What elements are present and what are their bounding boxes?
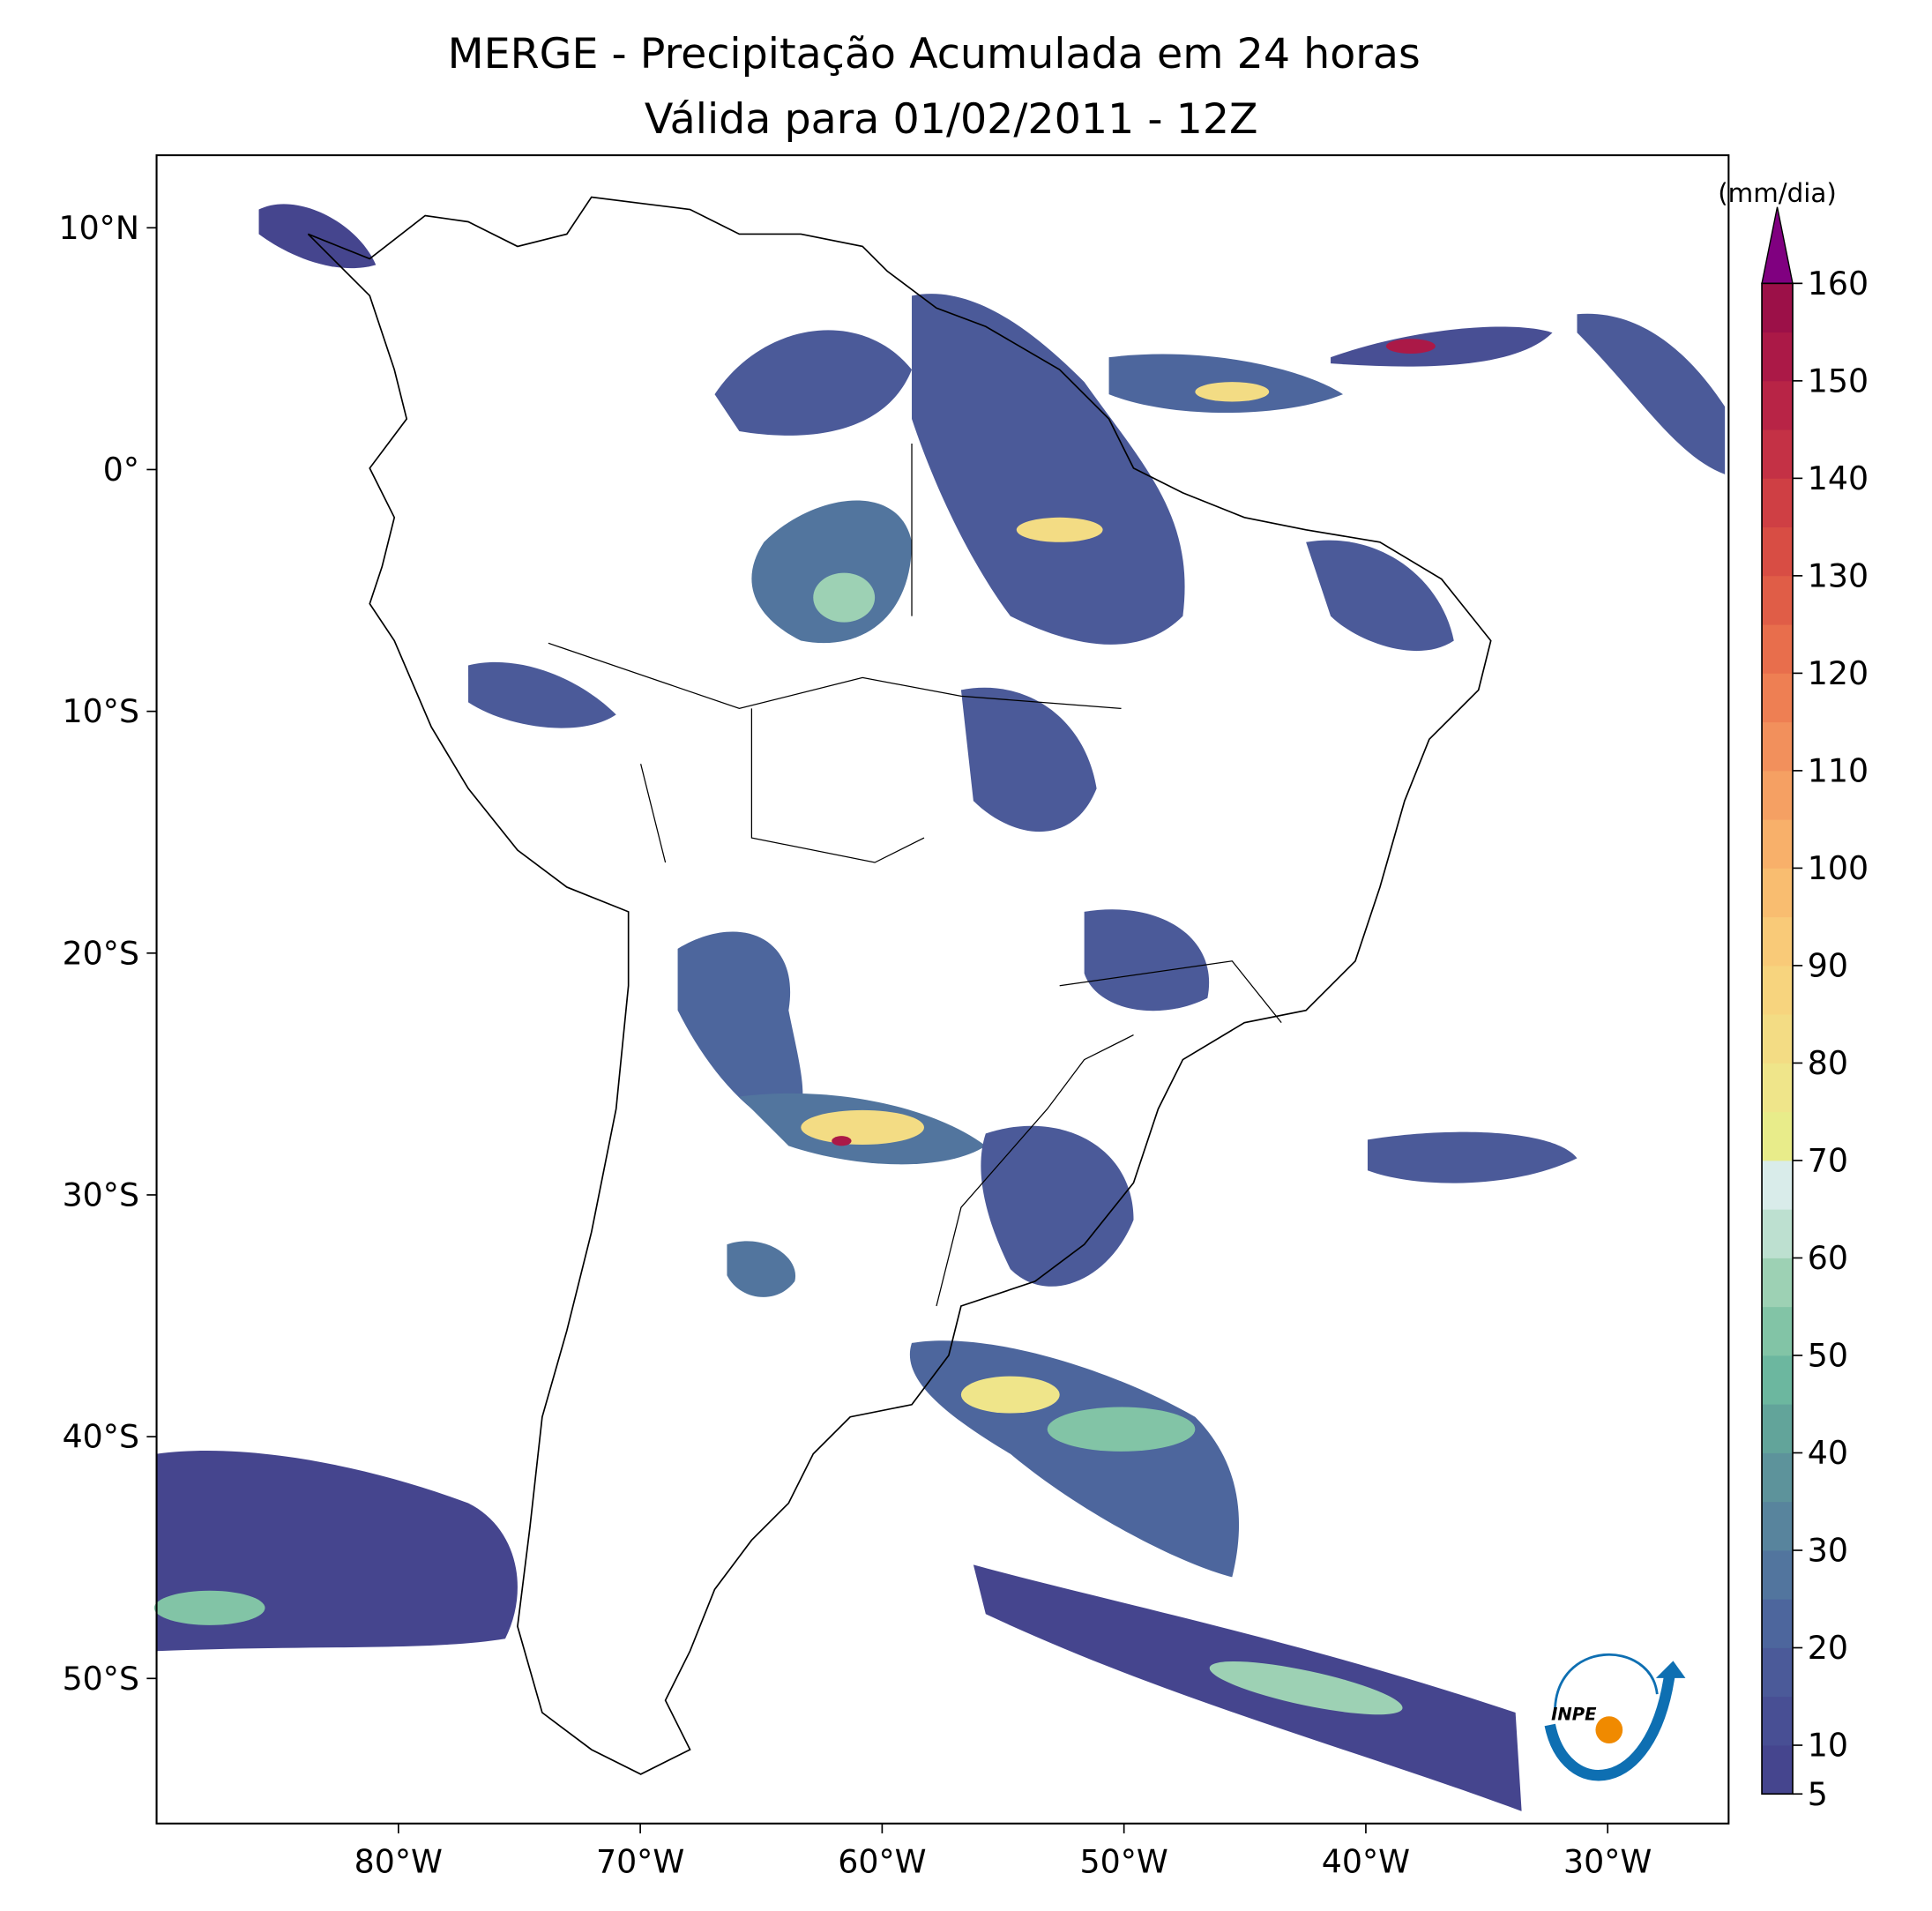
colorbar-tick-label: 60 — [1808, 1239, 1848, 1277]
colorbar-segment — [1762, 1744, 1793, 1795]
colorbar-segment — [1762, 526, 1793, 577]
colorbar-tick-label: 130 — [1808, 556, 1869, 594]
colorbar-segment — [1762, 1208, 1793, 1258]
colorbar-tick-label: 5 — [1808, 1775, 1828, 1813]
colorbar-segment — [1762, 1696, 1793, 1746]
y-tick-label: 50°S — [63, 1660, 139, 1698]
colorbar-extension — [1761, 206, 1794, 285]
y-tick-label: 40°S — [63, 1418, 139, 1456]
colorbar-segment — [1762, 867, 1793, 918]
borders — [548, 443, 1282, 1307]
y-tick-label: 0° — [103, 451, 139, 489]
colorbar-tick-label: 120 — [1808, 654, 1869, 692]
colorbar-segment — [1762, 332, 1793, 382]
colorbar-segment — [1762, 818, 1793, 869]
y-tick-label: 10°N — [58, 209, 139, 247]
colorbar-segment — [1762, 1160, 1793, 1210]
colorbar-segment — [1762, 1258, 1793, 1308]
x-tick-label: 60°W — [838, 1843, 926, 1881]
colorbar-tick-label: 40 — [1808, 1434, 1848, 1472]
colorbar-segment — [1762, 282, 1793, 333]
title: MERGE - Precipitação Acumulada em 24 hor… — [448, 30, 1421, 78]
colorbar-segment — [1762, 770, 1793, 820]
colorbar-segment — [1762, 916, 1793, 967]
colorbar-segment — [1762, 721, 1793, 772]
colorbar-segment — [1762, 1403, 1793, 1453]
colorbar-segment — [1762, 1013, 1793, 1064]
colorbar-segment — [1762, 429, 1793, 479]
colorbar-segment — [1762, 1355, 1793, 1405]
inpe-logo: INPE — [1521, 1651, 1729, 1824]
colorbar-tick-label: 50 — [1808, 1337, 1848, 1375]
colorbar-label: (mm/dia) — [1718, 178, 1837, 208]
colorbar-frame — [1761, 282, 1794, 1795]
coastline — [307, 196, 1492, 1775]
colorbar-segment — [1762, 575, 1793, 625]
colorbar-tick-label: 10 — [1808, 1727, 1848, 1765]
colorbar-segment — [1762, 1306, 1793, 1356]
colorbar-segment — [1762, 1598, 1793, 1648]
colorbar-segment — [1762, 1111, 1793, 1161]
y-tick-label: 20°S — [63, 934, 139, 972]
colorbar-segment — [1762, 623, 1793, 674]
colorbar-tick-label: 110 — [1808, 751, 1869, 789]
colorbar-tick-label: 150 — [1808, 362, 1869, 399]
colorbar-tick-label: 160 — [1808, 265, 1869, 302]
map-frame — [155, 153, 1730, 1825]
x-tick-label: 80°W — [354, 1843, 443, 1881]
x-tick-label: 30°W — [1563, 1843, 1652, 1881]
colorbar-tick-label: 20 — [1808, 1629, 1848, 1667]
colorbar-tick-label: 140 — [1808, 459, 1869, 497]
colorbar-segment — [1762, 1647, 1793, 1698]
colorbar: 5 10 20 30 40 50 60 70 80 90 100 110 120 130 140 150 160… — [1718, 178, 1869, 1813]
y-tick-label: 30°S — [63, 1176, 139, 1214]
colorbar-tick-label: 30 — [1808, 1532, 1848, 1570]
colorbar-segment — [1762, 1452, 1793, 1503]
axes: 80°W 70°W 60°W 50°W 40°W 30°W 10°N 0° 10°S 20°S 30… — [58, 209, 1652, 1881]
colorbar-segment — [1762, 477, 1793, 528]
x-tick-label: 50°W — [1080, 1843, 1168, 1881]
colorbar-segment — [1762, 1549, 1793, 1600]
subtitle: Válida para 01/02/2011 - 12Z — [645, 95, 1258, 144]
y-tick-label: 10°S — [63, 692, 139, 730]
colorbar-tick-label: 80 — [1808, 1044, 1848, 1082]
colorbar-tick-label: 100 — [1808, 849, 1869, 887]
colorbar-segment — [1762, 1063, 1793, 1113]
colorbar-tick-label: 70 — [1808, 1142, 1848, 1180]
colorbar-segment — [1762, 380, 1793, 430]
x-tick-label: 40°W — [1322, 1843, 1410, 1881]
precipitation-field — [153, 204, 1726, 1811]
colorbar-segment — [1762, 672, 1793, 723]
logo-text: INPE — [1551, 1704, 1597, 1724]
colorbar-tick-label: 90 — [1808, 946, 1848, 984]
x-tick-label: 70°W — [596, 1843, 684, 1881]
colorbar-segment — [1762, 965, 1793, 1015]
colorbar-segment — [1762, 1501, 1793, 1551]
